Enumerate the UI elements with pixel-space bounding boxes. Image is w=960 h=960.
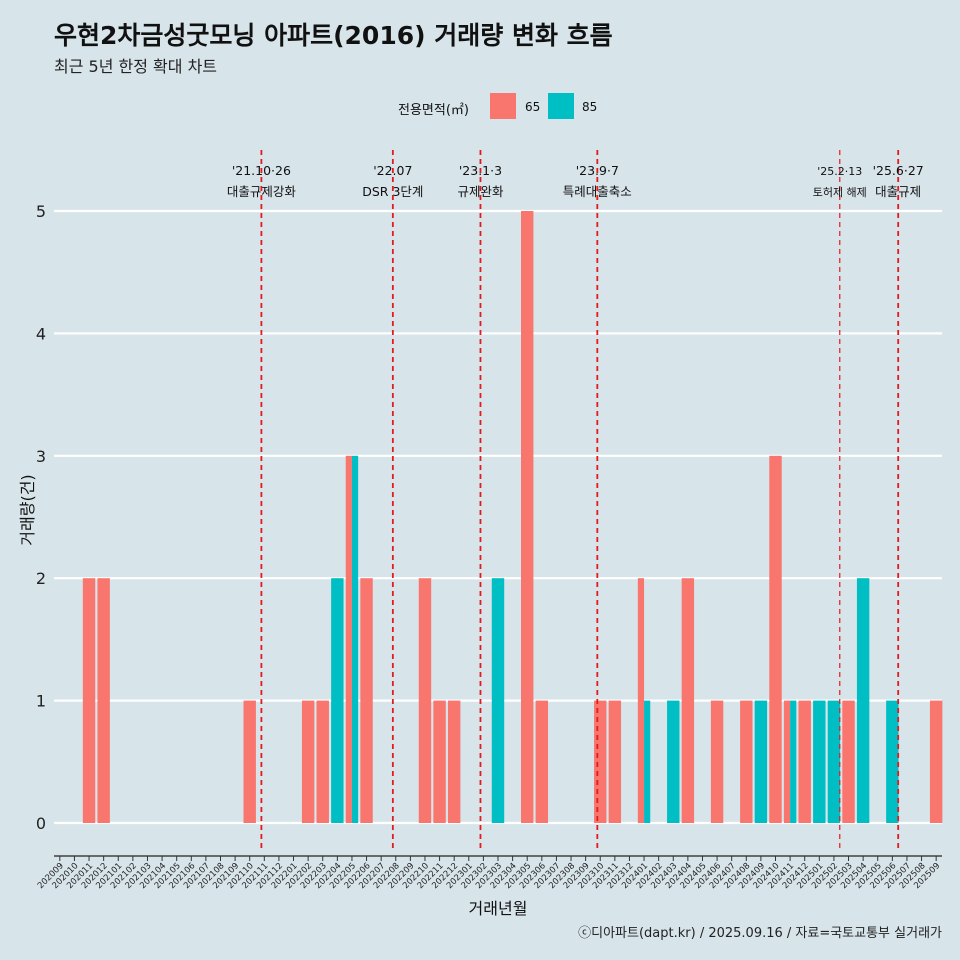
event-date-0: '21.10·26 <box>232 163 291 178</box>
bar-65-202205 <box>345 455 352 823</box>
event-label-1: DSR 3단계 <box>362 184 423 199</box>
bar-85-202506 <box>886 700 899 823</box>
legend-label-85: 85 <box>582 100 598 114</box>
y-tick-label: 1 <box>36 692 46 711</box>
y-tick-label: 4 <box>36 324 46 343</box>
legend: 전용면적(㎡) 65 85 <box>0 93 960 121</box>
bar-65-202202 <box>301 700 315 823</box>
bar-85-202409 <box>754 700 768 823</box>
bar-65-202406 <box>710 700 724 823</box>
event-label-4: 토허제 해제 <box>813 185 867 199</box>
legend-title: 전용면적(㎡) <box>398 103 469 118</box>
bar-65-202503 <box>842 700 855 823</box>
bar-65-202305 <box>521 211 534 823</box>
bar-65-202310 <box>594 700 607 823</box>
bar-85-202401 <box>644 700 651 823</box>
chart-subtitle: 최근 5년 한정 확대 차트 <box>54 57 218 76</box>
y-tick-label: 2 <box>36 569 46 588</box>
bar-65-202408 <box>740 700 753 823</box>
event-label-5: 대출규제 <box>875 184 921 199</box>
chart-caption: ⓒ디아파트(dapt.kr) / 2025.09.16 / 자료=국토교통부 실… <box>578 926 942 941</box>
legend-label-65: 65 <box>525 100 541 114</box>
bar-65-202012 <box>97 578 110 823</box>
bar-65-202210 <box>418 578 432 823</box>
bar-85-202411 <box>790 700 797 823</box>
legend-key-65 <box>490 93 516 119</box>
bar-65-202211 <box>433 700 446 823</box>
bar-85-202204 <box>331 578 344 823</box>
bar-65-202412 <box>798 700 811 823</box>
bar-85-202501 <box>813 700 826 823</box>
bar-85-202504 <box>856 578 870 823</box>
event-date-5: '25.6·27 <box>873 163 924 178</box>
bar-85-202502 <box>827 700 841 823</box>
bar-65-202203 <box>316 700 329 823</box>
bar-85-202303 <box>491 578 505 823</box>
event-label-3: 특례대출축소 <box>563 184 632 199</box>
event-date-4: '25.2·13 <box>817 165 862 178</box>
bar-65-202212 <box>447 700 461 823</box>
bar-85-202403 <box>667 700 680 823</box>
y-tick-label: 3 <box>36 447 46 466</box>
event-date-1: '22.07 <box>373 163 412 178</box>
event-label-0: 대출규제강화 <box>227 184 297 199</box>
event-label-2: 규제완화 <box>457 184 504 199</box>
bar-65-202509 <box>929 700 943 823</box>
event-date-3: '23.9·7 <box>576 163 619 178</box>
x-axis-title: 거래년월 <box>469 899 528 918</box>
legend-key-85 <box>548 93 574 119</box>
y-tick-label: 0 <box>36 814 46 833</box>
bar-65-202306 <box>535 700 549 823</box>
event-date-2: '23.1·3 <box>459 163 502 178</box>
bar-65-202011 <box>82 578 96 823</box>
y-tick-label: 5 <box>36 202 46 221</box>
bar-65-202410 <box>769 455 782 823</box>
bar-65-202206 <box>360 578 373 823</box>
bar-65-202404 <box>681 578 695 823</box>
bar-65-202311 <box>608 700 622 823</box>
chart-title: 우현2차금성굿모닝 아파트(2016) 거래량 변화 흐름 <box>54 21 613 50</box>
y-axis-title: 거래량(건) <box>18 474 37 545</box>
bar-65-202110 <box>243 700 256 823</box>
bar-65-202401 <box>637 578 645 823</box>
bar-65-202411 <box>783 700 791 823</box>
bar-85-202205 <box>351 455 359 823</box>
